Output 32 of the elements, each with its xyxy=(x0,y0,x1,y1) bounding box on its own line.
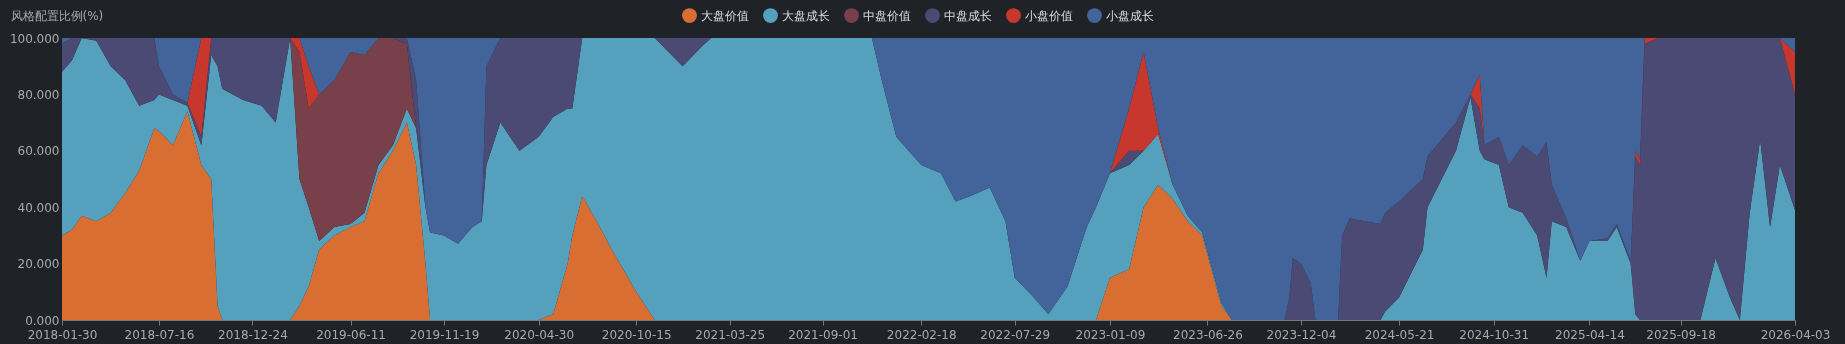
x-tick-label: 2024-10-31 xyxy=(1459,327,1530,342)
x-tick-label: 2020-04-30 xyxy=(504,327,575,342)
y-tick-label: 80.000 xyxy=(17,87,60,102)
x-tick-label: 2019-11-19 xyxy=(409,327,480,342)
x-tick-label: 2018-07-16 xyxy=(124,327,195,342)
y-tick-label: 0.000 xyxy=(25,313,60,328)
x-tick-label: 2023-01-09 xyxy=(1075,327,1146,342)
x-tick-label: 2024-05-21 xyxy=(1364,327,1435,342)
x-tick-label: 2018-01-30 xyxy=(27,327,98,342)
y-tick-label: 100.000 xyxy=(9,31,60,46)
legend-label: 小盘成长 xyxy=(1106,8,1154,23)
x-tick-label: 2022-07-29 xyxy=(980,327,1051,342)
x-tick-label: 2025-09-18 xyxy=(1646,327,1716,342)
x-tick-label: 2021-03-25 xyxy=(695,327,766,342)
y-tick-label: 40.000 xyxy=(17,200,60,215)
legend-label: 大盘成长 xyxy=(782,8,830,23)
x-tick-label: 2023-06-26 xyxy=(1173,327,1243,342)
x-tick-label: 2022-02-18 xyxy=(886,327,957,342)
x-tick-label: 2019-06-11 xyxy=(316,327,386,342)
y-tick-label: 20.000 xyxy=(17,257,60,272)
legend-label: 中盘成长 xyxy=(944,8,992,23)
x-tick-label: 2026-04-03 xyxy=(1760,327,1831,342)
x-tick-label: 2021-09-01 xyxy=(788,327,858,342)
legend-label: 大盘价值 xyxy=(701,8,749,23)
x-tick-label: 2020-10-15 xyxy=(601,327,672,342)
x-tick-label: 2025-04-14 xyxy=(1555,327,1625,342)
x-tick-label: 2023-12-04 xyxy=(1266,327,1337,342)
y-axis-title: 风格配置比例(%) xyxy=(10,8,104,23)
legend-label: 中盘价值 xyxy=(863,8,911,23)
x-tick-label: 2018-12-24 xyxy=(218,327,288,342)
legend-label: 小盘价值 xyxy=(1025,8,1073,23)
y-tick-label: 60.000 xyxy=(17,144,60,159)
